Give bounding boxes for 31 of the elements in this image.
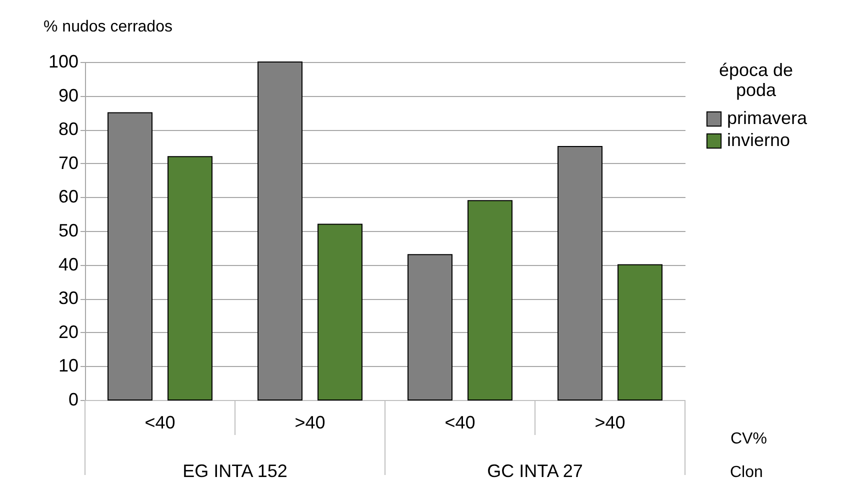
bar: [558, 146, 602, 400]
y-tick-label: 70: [58, 152, 78, 173]
y-tick-label: 0: [68, 390, 78, 410]
y-axis-title: % nudos cerrados: [44, 18, 172, 36]
y-tick-label: 10: [58, 356, 78, 376]
y-tick-label: 80: [58, 119, 78, 140]
x-axis-title: CV%: [730, 430, 767, 448]
text: GC INTA 27: [487, 461, 583, 481]
x-tick-label: >40: [294, 412, 326, 432]
x-tick-label: <40: [444, 412, 476, 432]
y-tick-label: 20: [58, 322, 78, 342]
bar: [318, 224, 362, 400]
text: Clon: [730, 464, 763, 481]
legend-title: época de poda: [718, 60, 794, 100]
bar: [258, 62, 302, 400]
bar: [468, 200, 512, 400]
y-tick-label: 40: [58, 254, 78, 274]
y-tick-label: 60: [58, 186, 78, 207]
y-tick-label: 90: [58, 85, 78, 106]
y-tick-label: 30: [58, 288, 78, 308]
x-tick-label: >40: [594, 412, 626, 432]
text: EG INTA 152: [182, 461, 288, 481]
x-tick-label: <40: [144, 412, 176, 432]
bar: [618, 264, 662, 400]
legend-label: invierno: [727, 130, 790, 150]
y-tick-label: 100: [48, 52, 78, 72]
bar: [408, 254, 452, 400]
bar: [168, 156, 212, 400]
bar: [108, 112, 152, 400]
legend-label: primavera: [727, 108, 808, 128]
y-tick-label: 50: [58, 220, 78, 240]
